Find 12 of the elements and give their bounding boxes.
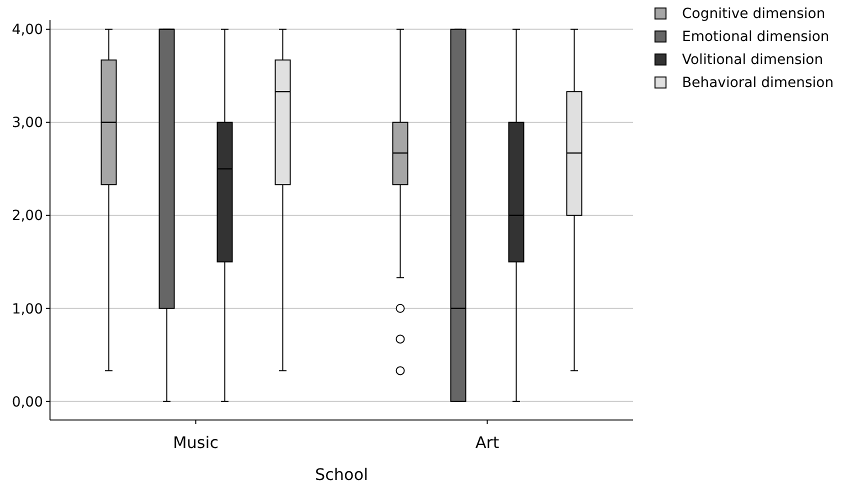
- legend-label: Emotional dimension: [682, 29, 830, 45]
- x-tick-label: Art: [475, 433, 500, 452]
- y-tick-label: 2,00: [12, 208, 43, 224]
- legend-label: Cognitive dimension: [682, 6, 826, 22]
- x-tick-label: Music: [172, 433, 219, 452]
- x-axis-title: School: [314, 465, 368, 484]
- y-tick-label: 3,00: [12, 115, 43, 132]
- y-tick-label: 1,00: [12, 301, 43, 318]
- legend-label: Behavioral dimension: [682, 75, 834, 91]
- y-tick-label: 4,00: [12, 22, 43, 38]
- legend-label: Volitional dimension: [682, 52, 824, 68]
- y-tick-label: 0,00: [12, 394, 43, 410]
